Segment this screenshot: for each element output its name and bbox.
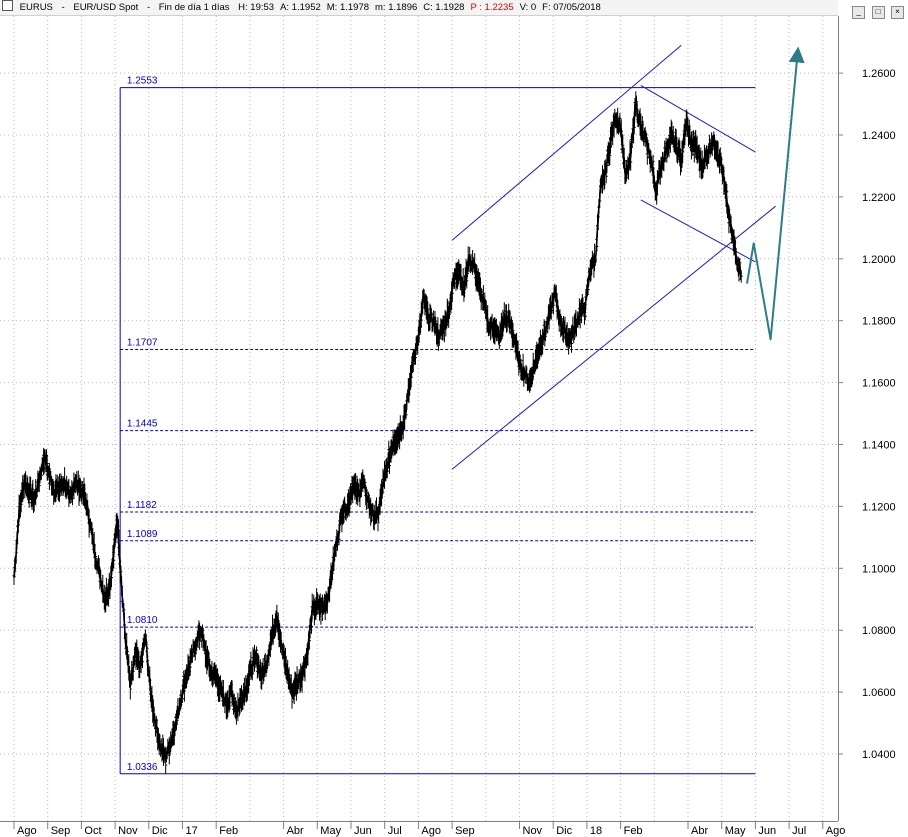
level-label: 1.1707 bbox=[127, 337, 158, 348]
y-tick-label: 1.1800 bbox=[862, 316, 896, 328]
x-tick-label: Feb bbox=[624, 825, 643, 837]
level-label: 1.1445 bbox=[127, 419, 158, 430]
symbol-sep: - bbox=[61, 2, 65, 13]
level-label: 1.1182 bbox=[127, 500, 157, 511]
x-tick-label: Jul bbox=[388, 825, 402, 837]
level-label: 1.2553 bbox=[127, 76, 158, 87]
y-tick-label: 1.0400 bbox=[862, 749, 896, 761]
x-tick-label: Jul bbox=[792, 825, 806, 837]
x-axis: Ago Sep Oct Nov Dic 17 Feb Abr May Jun Jul Ago Sep No… bbox=[13, 821, 846, 837]
x-tick-label: Jun bbox=[354, 825, 372, 837]
projection-arrow bbox=[746, 46, 805, 341]
y-tick-label: 1.1600 bbox=[862, 378, 896, 390]
y-tick-label: 1.2200 bbox=[862, 192, 896, 204]
x-tick-label: Sep bbox=[51, 825, 71, 837]
x-tick-label: Dic bbox=[556, 825, 572, 837]
quote-item: m: 1.1896 bbox=[375, 2, 418, 13]
x-tick-label: Abr bbox=[287, 825, 304, 837]
lower-channel bbox=[451, 205, 776, 470]
y-tick-label: 1.0600 bbox=[862, 687, 896, 699]
flag-top bbox=[640, 85, 756, 153]
x-tick-label: 17 bbox=[186, 825, 198, 837]
close-icon[interactable]: × bbox=[891, 6, 904, 19]
x-tick-label: Ago bbox=[421, 825, 441, 837]
maximize-icon[interactable]: □ bbox=[871, 6, 885, 19]
quote-values: H: 19:53 A: 1.1952 M: 1.1978 m: 1.1896 C: 1.… bbox=[238, 2, 607, 13]
x-tick-label: Jun bbox=[758, 825, 776, 837]
level-label: 1.0336 bbox=[127, 762, 158, 773]
y-tick-label: 1.1200 bbox=[862, 501, 896, 513]
symbol-period: Fin de día 1 días bbox=[158, 2, 230, 13]
y-tick-label: 1.2600 bbox=[862, 68, 896, 80]
x-tick-label: Feb bbox=[219, 825, 238, 837]
x-tick-label: Nov bbox=[118, 825, 138, 837]
chart-header: EURUS - EUR/USD Spot - Fin de día 1 días… bbox=[0, 0, 838, 16]
symbol-description: EUR/USD Spot bbox=[73, 2, 139, 13]
x-tick-label: May bbox=[725, 825, 746, 837]
y-tick-label: 1.0800 bbox=[862, 625, 896, 637]
x-tick-label: Sep bbox=[455, 825, 475, 837]
level-label: 1.1089 bbox=[127, 529, 158, 540]
quote-item: P : 1.2235 bbox=[470, 2, 514, 13]
x-tick-label: 18 bbox=[590, 825, 602, 837]
fibonacci-levels: 1.2553 1.1707 1.1445 1.1182 1.1089 1.0810 1.03… bbox=[119, 76, 756, 775]
price-line bbox=[13, 101, 742, 762]
price-series bbox=[12, 91, 743, 774]
quote-item: M: 1.1978 bbox=[326, 2, 370, 13]
symbol-sep: - bbox=[146, 2, 151, 13]
y-tick-label: 1.1000 bbox=[862, 563, 896, 575]
minimize-icon[interactable]: _ bbox=[852, 6, 866, 19]
x-tick-label: Dic bbox=[152, 825, 168, 837]
upper-channel bbox=[451, 44, 682, 241]
symbol-checkbox-icon[interactable] bbox=[2, 0, 13, 11]
x-tick-label: Ago bbox=[826, 825, 846, 837]
symbol-code: EURUS bbox=[19, 2, 53, 13]
x-tick-label: Nov bbox=[523, 825, 543, 837]
x-tick-label: Oct bbox=[84, 825, 101, 837]
x-tick-label: Ago bbox=[17, 825, 37, 837]
x-tick-label: Abr bbox=[691, 825, 708, 837]
y-tick-label: 1.2400 bbox=[862, 130, 896, 142]
y-axis: 1.0400 1.0600 1.0800 1.1000 1.1200 1.1400 1.16… bbox=[838, 68, 896, 761]
quote-item: H: 19:53 bbox=[238, 2, 275, 13]
y-tick-label: 1.1400 bbox=[862, 440, 896, 452]
projection-path bbox=[746, 46, 805, 341]
quote-item: C: 1.1928 bbox=[423, 2, 465, 13]
quote-item: F: 07/05/2018 bbox=[542, 2, 601, 13]
window-controls: _ □ × bbox=[850, 1, 904, 19]
quote-item: V: 0 bbox=[519, 2, 537, 13]
quote-item: A: 1.1952 bbox=[280, 2, 321, 13]
y-tick-label: 1.2000 bbox=[862, 254, 896, 266]
level-label: 1.0810 bbox=[127, 615, 158, 626]
x-tick-label: May bbox=[320, 825, 341, 837]
